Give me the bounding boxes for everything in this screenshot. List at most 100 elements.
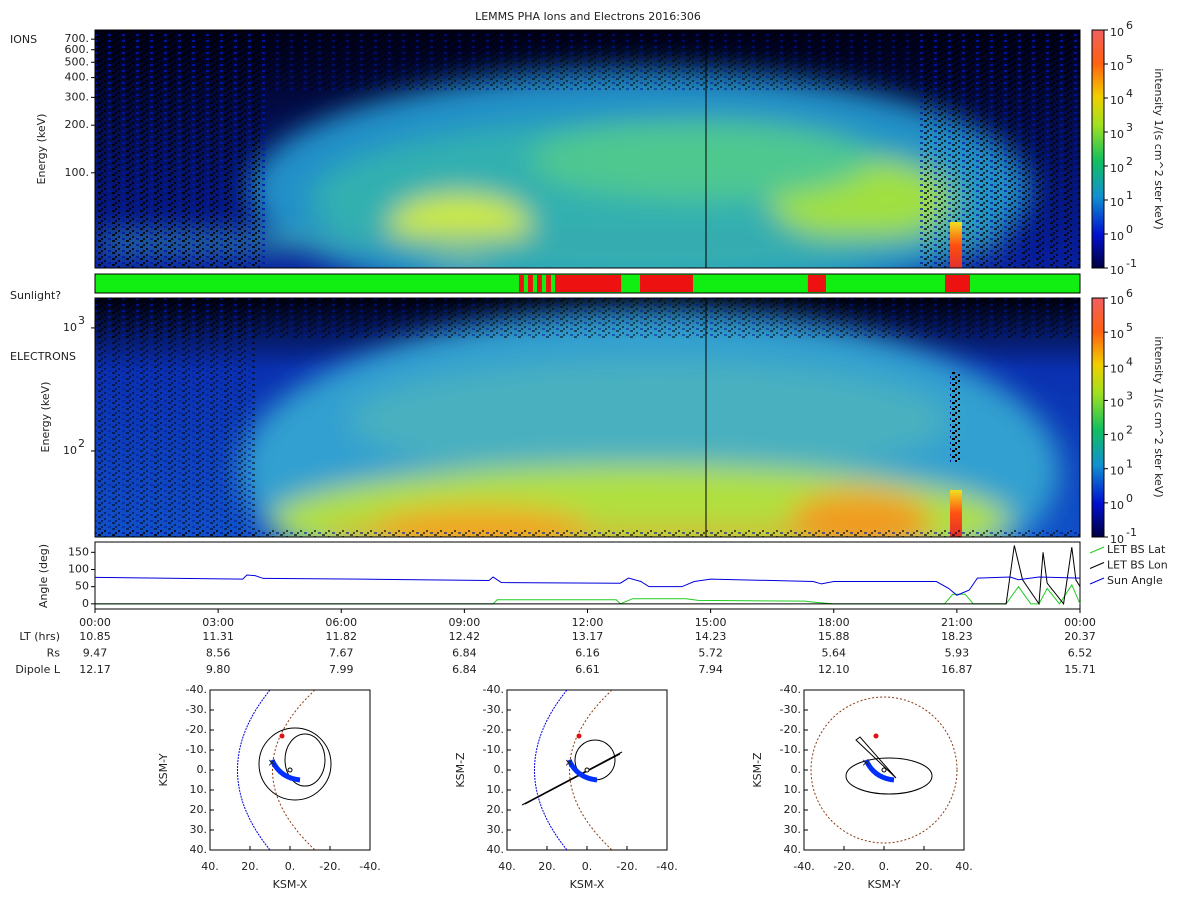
colorbar-tick-exponent: 6 [1126,287,1133,300]
y-tick-label: 20. [190,803,208,816]
electrons-label: ELECTRONS [10,350,76,363]
orbit-plot: -40. -30. -20. -10. 0. 10. 20. 30. 40. 40. 20. 0. -2… [157,683,381,891]
ephemeris-value: 11.82 [326,630,358,643]
colorbar-label: intensity 1/(s cm^2 ster keV) [1152,68,1165,229]
colorbar-tick-exponent: 4 [1126,355,1133,368]
y-tick-label: 50 [75,580,89,593]
saturn [881,767,887,773]
ion-spectrogram [95,30,1080,268]
y-tick-label: 200. [65,118,90,131]
x-tick-label: -20. [616,860,637,873]
shadow-interval [518,275,524,292]
y-tick-label: 600. [65,43,90,56]
ephemeris-value: 6.61 [575,663,600,676]
start-marker: × [267,756,276,769]
colorbar-tick-exponent: 6 [1126,19,1133,32]
x-tick-label: 20. [241,860,259,873]
magnetopause [237,690,271,850]
colorbar-tick-label: 10 [1110,328,1124,341]
y-tick-label: 150 [68,545,89,558]
colorbar-tick-exponent: 2 [1126,424,1133,437]
y-tick-label: 100. [65,166,90,179]
orbit-drawing: × [810,696,958,844]
x-axis-label: KSM-X [273,878,308,891]
colorbar-tick-exponent: 4 [1126,87,1133,100]
orbit [845,757,933,795]
end-marker [279,733,285,739]
y-axis-label: KSM-Z [751,752,764,788]
y-axis-label: KSM-Y [157,753,170,786]
y-tick-label: 10. [784,783,802,796]
y-tick-label: 30. [190,823,208,836]
colorbar-tick-label: 10 [1110,128,1124,141]
y-tick-label: -40. [483,683,504,696]
ephemeris-value: 9.47 [83,647,108,660]
colorbar-tick-label: 10 [1110,431,1124,444]
ephemeris-value: 11.31 [202,630,234,643]
colorbar-tick-label: 10 [1110,26,1124,39]
y-axis-label: KSM-Z [454,752,467,788]
colorbar-tick-exponent: 5 [1126,53,1133,66]
angle-ylabel: Angle (deg) [37,544,50,608]
colorbar-label: intensity 1/(s cm^2 ster keV) [1152,336,1165,497]
x-tick-label: 20. [538,860,556,873]
x-tick-label: 09:00 [449,616,481,629]
x-axis-label: KSM-Y [867,878,900,891]
x-tick-label: 03:00 [202,616,234,629]
ephemeris-value: 20.37 [1064,630,1096,643]
ephemeris-value: 6.52 [1068,647,1093,660]
ions-ylabel: Energy (keV) [35,114,48,185]
colorbar-tick-exponent: -1 [1126,526,1137,539]
trajectory [863,758,895,783]
ephemeris-value: 8.56 [206,647,231,660]
y-tick-label: -30. [186,703,207,716]
colorbar-tick-exponent: 5 [1126,321,1133,334]
legend-swatch [1089,546,1105,554]
ephemeris-value: 6.84 [452,663,477,676]
x-tick-label: 40. [955,860,973,873]
ephemeris-value: 15.71 [1064,663,1096,676]
x-tick-label: 00:00 [1064,616,1096,629]
y-tick-label: -10. [483,743,504,756]
colorbar-tick-label: 10 [1110,196,1124,209]
x-axis-label: KSM-X [570,878,605,891]
colorbar-tick-label: 10 [1110,294,1124,307]
line [95,583,1081,605]
x-tick-label: -40. [656,860,677,873]
legend-label: LET BS Lat [1107,543,1166,556]
ephemeris-value: 5.72 [698,647,723,660]
colorbar-tick-exponent: 3 [1126,389,1133,402]
y-tick-label: 700. [65,32,90,45]
y-tick-label: 10 [63,321,77,334]
ephemeris-value: 12.10 [818,663,850,676]
line [94,574,1081,596]
ephemeris-value: 18.23 [941,630,973,643]
electron-frame [94,297,1081,538]
y-tick-label: 0 [82,597,89,610]
y-tick-label: 20. [784,803,802,816]
ephemeris-value: 13.17 [572,630,604,643]
ion-frame [94,29,1081,269]
line [95,545,1081,606]
shadow-interval [537,275,542,292]
trajectory [566,758,598,783]
x-tick-label: 06:00 [325,616,357,629]
ephemeris-value: 6.84 [452,647,477,660]
title: LEMMS PHA Ions and Electrons 2016:306 [475,10,701,23]
colorbar-tick-exponent: 2 [1126,155,1133,168]
colorbar-tick-exponent: 1 [1126,458,1133,471]
x-tick-label: 0. [879,860,890,873]
colorbar [1091,297,1105,538]
y-tick-label: 400. [65,71,90,84]
legend-label: LET BS Lon [1107,559,1168,572]
x-tick-label: -20. [833,860,854,873]
shadow-interval [546,275,551,292]
orbit-drawing: × [521,690,623,850]
y-tick-label: 30. [784,823,802,836]
trajectory [269,758,301,783]
ephemeris-value: 10.85 [79,630,111,643]
ephemeris-value: 7.67 [329,647,354,660]
bow-shock [810,696,958,844]
colorbar-tick-exponent: 0 [1126,492,1133,505]
ephemeris-value: 15.88 [818,630,850,643]
